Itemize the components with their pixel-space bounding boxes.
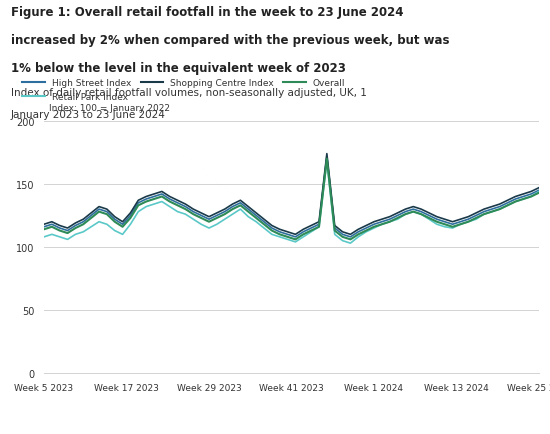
Text: 1% below the level in the equivalent week of 2023: 1% below the level in the equivalent wee… — [11, 62, 346, 75]
Legend: High Street Index, Retail Park Index, Shopping Centre Index, Overall: High Street Index, Retail Park Index, Sh… — [19, 76, 349, 105]
Text: January 2023 to 23 June 2024: January 2023 to 23 June 2024 — [11, 109, 166, 119]
Text: Index of daily retail footfall volumes, non-seasonally adjusted, UK, 1: Index of daily retail footfall volumes, … — [11, 88, 367, 98]
Text: Index: 100 = January 2022: Index: 100 = January 2022 — [49, 104, 170, 113]
Text: Figure 1: Overall retail footfall in the week to 23 June 2024: Figure 1: Overall retail footfall in the… — [11, 6, 404, 19]
Text: increased by 2% when compared with the previous week, but was: increased by 2% when compared with the p… — [11, 34, 449, 47]
